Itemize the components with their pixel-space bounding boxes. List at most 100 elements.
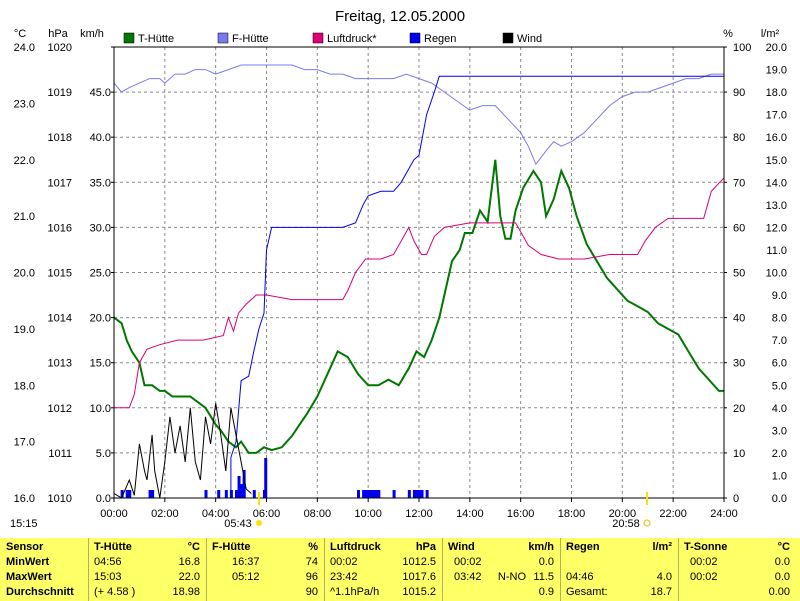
rain-bar — [125, 490, 129, 498]
stat-w_time: 00:02 — [454, 556, 482, 568]
header-luftdruck: Luftdruck — [330, 541, 381, 553]
stat-s_val: 0.0 — [774, 556, 790, 568]
rain-tick-label: 20.0 — [766, 42, 787, 54]
divider — [88, 538, 89, 601]
pressure-tick-label: 1013 — [48, 358, 72, 370]
rain-tick-label: 11.0 — [766, 245, 787, 257]
rain-tick-label: 16.0 — [766, 132, 787, 144]
rain-bar — [217, 490, 221, 498]
wind-tick-label: 35.0 — [90, 177, 111, 189]
header-t-sonne: T-Sonne — [684, 541, 728, 553]
x-tick-label: 22:00 — [659, 508, 687, 520]
rain-bar — [242, 470, 246, 498]
sunrise-time: 05:43 — [224, 518, 252, 530]
humidity-tick-label: 100 — [733, 42, 751, 54]
rain-tick-label: 7.0 — [772, 335, 787, 347]
temp-tick-label: 21.0 — [14, 211, 35, 223]
stat-label: MaxWert — [6, 571, 52, 583]
pressure-tick-label: 1019 — [48, 87, 72, 99]
sunrise-icon — [256, 520, 262, 526]
divider — [678, 538, 679, 601]
stat-r_val: 4.0 — [656, 571, 672, 583]
grid — [114, 47, 724, 498]
x-tick-label: 08:00 — [304, 508, 332, 520]
rain-bar — [425, 490, 429, 498]
pressure-tick-label: 1018 — [48, 132, 72, 144]
legend-label: Regen — [424, 33, 456, 45]
x-tick-label: 06:00 — [253, 508, 281, 520]
rain-tick-label: 17.0 — [766, 110, 787, 122]
humidity-tick-label: 90 — [733, 87, 745, 99]
temp-tick-label: 24.0 — [14, 42, 35, 54]
stat-s_time: 00:02 — [690, 571, 718, 583]
stat-t_time: (+ 4.58 ) — [94, 586, 136, 598]
rain-bar — [377, 490, 381, 498]
series-temp — [113, 159, 724, 454]
humidity-tick-label: 20 — [733, 403, 745, 415]
rain-bar — [367, 490, 371, 498]
pressure-tick-label: 1012 — [48, 403, 72, 415]
wind-tick-label: 20.0 — [90, 313, 111, 325]
stat-l_val: 1015.2 — [402, 586, 436, 598]
rain-bar — [229, 490, 233, 498]
humidity-tick-label: 0 — [733, 493, 739, 505]
divider — [442, 538, 443, 601]
stat-t_time: 15:03 — [94, 571, 122, 583]
temp-tick-label: 18.0 — [14, 380, 35, 392]
stat-w_val: 11.5 — [533, 571, 554, 583]
wind-tick-label: 0.0 — [96, 493, 111, 505]
wind-tick-label: 25.0 — [90, 268, 111, 280]
wind-tick-label: 10.0 — [90, 403, 111, 415]
stat-r_time: 04:46 — [566, 571, 594, 583]
rain-bar — [120, 490, 124, 498]
current-time: 15:15 — [10, 518, 38, 530]
rain-tick-label: 10.0 — [766, 268, 787, 280]
legend-label: Luftdruck* — [327, 33, 377, 45]
stat-s_time: 00:02 — [690, 556, 718, 568]
stat-label: MinWert — [6, 556, 50, 568]
rain-tick-label: 18.0 — [766, 87, 787, 99]
header-t-unit: °C — [187, 541, 200, 553]
legend-swatch — [312, 32, 324, 44]
temp-tick-label: 19.0 — [14, 324, 35, 336]
pressure-axis-unit: hPa — [48, 28, 68, 40]
rain-bar — [418, 490, 421, 498]
legend-label: Wind — [517, 33, 542, 45]
wind-tick-label: 15.0 — [90, 358, 111, 370]
legend-swatch — [409, 32, 421, 44]
rain-bar — [148, 490, 152, 498]
rain-tick-label: 9.0 — [772, 290, 787, 302]
x-tick-label: 00:00 — [100, 508, 128, 520]
rain-bar — [204, 490, 208, 498]
x-tick-label: 02:00 — [151, 508, 179, 520]
humidity-tick-label: 40 — [733, 313, 745, 325]
x-tick-label: 24:00 — [710, 508, 738, 520]
rain-tick-label: 4.0 — [772, 403, 787, 415]
sunset-icon — [643, 519, 651, 527]
stat-w_dir: N-NO — [497, 571, 526, 583]
rain-axis-unit: l/m² — [761, 28, 780, 40]
wind-axis-unit: km/h — [80, 28, 104, 40]
stat-t_val: 16.8 — [178, 556, 200, 568]
header-f-unit: % — [308, 541, 318, 553]
stat-l_time: ^1.1hPa/h — [330, 586, 380, 598]
stat-s_val: 0.0 — [774, 571, 790, 583]
x-tick-label: 16:00 — [507, 508, 535, 520]
x-tick-label: 14:00 — [456, 508, 484, 520]
pressure-tick-label: 1015 — [48, 268, 72, 280]
wind-tick-label: 5.0 — [96, 448, 111, 460]
stat-l_val: 1017.6 — [402, 571, 436, 583]
rain-bar — [374, 490, 378, 498]
stat-s_val: 0.00 — [768, 586, 790, 598]
wind-tick-label: 40.0 — [90, 132, 111, 144]
header-r-unit: l/m² — [652, 541, 672, 553]
legend: T-Hütte F-Hütte Luftdruck* Regen Wind — [123, 32, 542, 45]
temp-tick-label: 23.0 — [14, 98, 35, 110]
rain-tick-label: 13.0 — [766, 200, 787, 212]
stat-f_val: 96 — [305, 571, 318, 583]
pressure-tick-label: 1017 — [48, 177, 72, 189]
header-f-huette: F-Hütte — [212, 541, 251, 553]
series-rain_sum — [114, 75, 724, 499]
stat-w_val: 0.9 — [538, 586, 554, 598]
humidity-tick-label: 50 — [733, 268, 745, 280]
